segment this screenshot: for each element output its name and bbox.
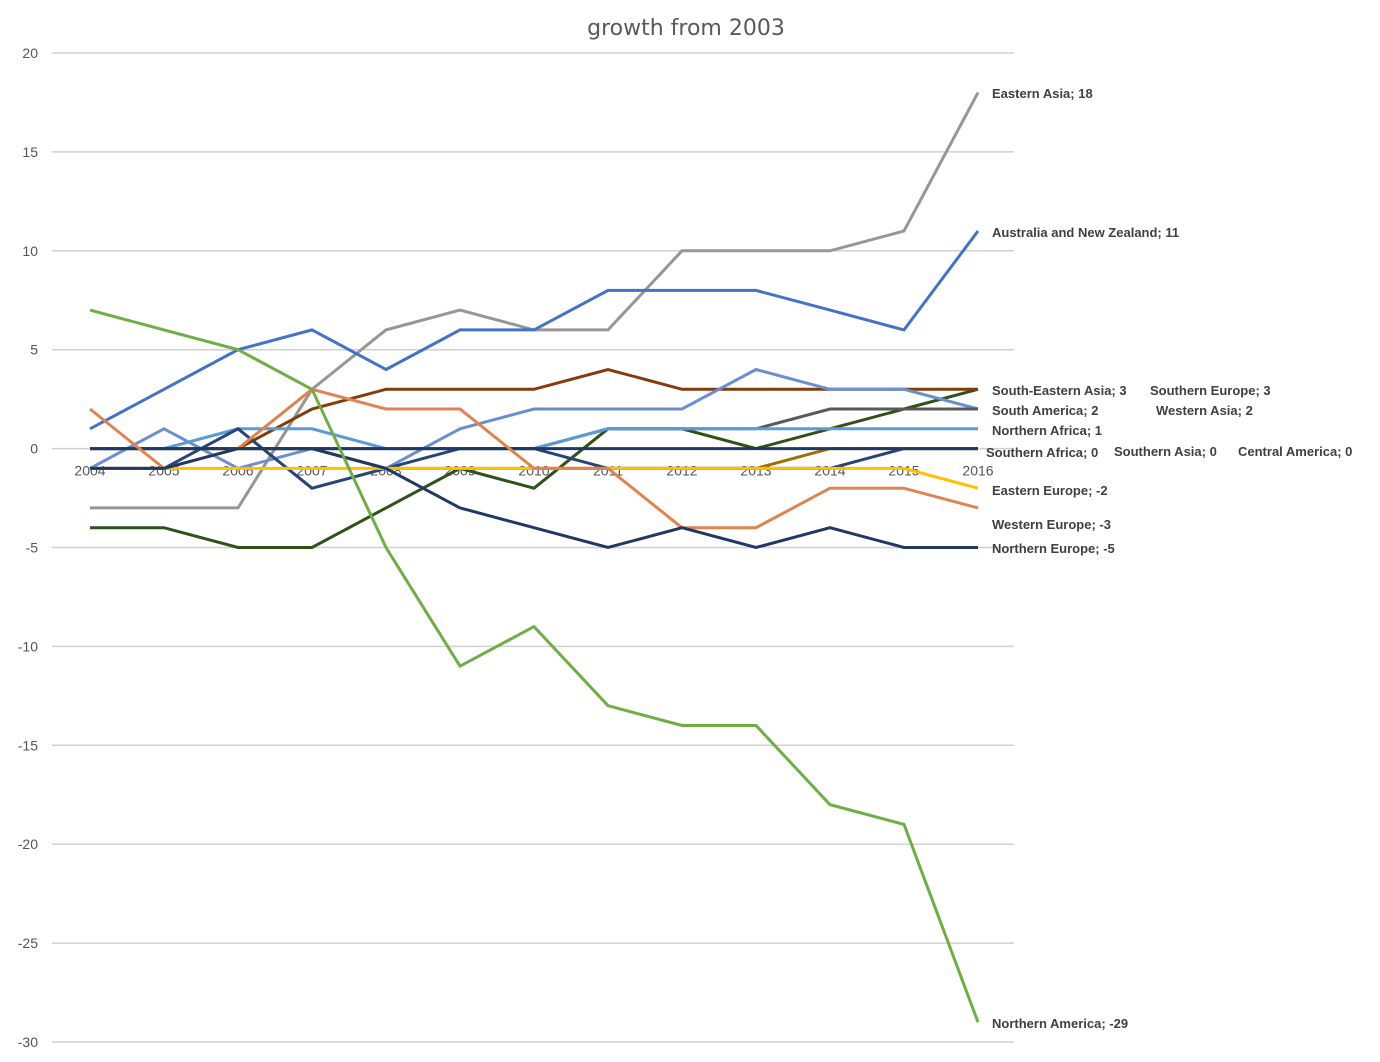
y-tick-label: 15: [22, 144, 38, 160]
x-axis-ticks: 2004 2005 2006 2007 2008 2009 2010 2011 2012 2013…: [74, 463, 993, 479]
data-label-south-eastern-asia: South-Eastern Asia; 3: [992, 383, 1127, 398]
data-label-western-europe: Western Europe; -3: [992, 517, 1111, 532]
data-label-southern-europe: Southern Europe; 3: [1150, 383, 1271, 398]
x-tick-label: 2016: [962, 463, 993, 479]
series-line-australia-and-new-zealand: [89, 230, 980, 431]
x-tick-label: 2015: [888, 463, 919, 479]
data-label-eastern-asia: Eastern Asia; 18: [992, 86, 1093, 101]
data-label-northern-africa: Northern Africa; 1: [992, 423, 1102, 438]
series-line-northern-america: [89, 308, 980, 1023]
series-lines: [89, 91, 980, 1023]
data-label-eastern-europe: Eastern Europe; -2: [992, 483, 1108, 498]
y-tick-label: -30: [18, 1034, 38, 1050]
y-tick-label: 20: [22, 45, 38, 61]
data-label-northern-europe: Northern Europe; -5: [992, 541, 1115, 556]
x-tick-label: 2012: [666, 463, 697, 479]
y-axis-ticks: 20 15 10 5 0 -5 -10 -15 -20 -25 -30: [18, 45, 38, 1050]
series-line-northern-africa: [90, 427, 978, 451]
data-label-australia-and-new-zealand: Australia and New Zealand; 11: [992, 225, 1179, 240]
data-label-southern-africa: Southern Africa; 0: [986, 445, 1098, 460]
y-tick-label: -10: [18, 638, 38, 654]
y-tick-label: 0: [30, 441, 38, 457]
chart-title: growth from 2003: [587, 16, 785, 41]
data-labels: Eastern Asia; 18 Australia and New Zealan…: [986, 86, 1352, 1031]
series-line-southern-africa: [90, 427, 978, 490]
y-tick-label: 10: [22, 243, 38, 259]
x-tick-label: 2004: [74, 463, 105, 479]
y-tick-label: -15: [18, 737, 38, 753]
series-line-eastern-asia: [90, 91, 980, 510]
x-tick-label: 2007: [296, 463, 327, 479]
y-tick-label: -25: [18, 935, 38, 951]
y-tick-label: -20: [18, 836, 38, 852]
x-tick-label: 2009: [444, 463, 475, 479]
data-label-southern-asia: Southern Asia; 0: [1114, 444, 1217, 459]
x-tick-label: 2010: [518, 463, 549, 479]
data-label-western-asia: Western Asia; 2: [1156, 403, 1253, 418]
y-tick-label: 5: [30, 342, 38, 358]
data-label-central-america: Central America; 0: [1238, 444, 1352, 459]
y-tick-label: -5: [26, 540, 39, 556]
gridlines: [52, 52, 1014, 1043]
data-label-south-america: South America; 2: [992, 403, 1098, 418]
series-line-northern-europe: [90, 447, 978, 550]
data-label-northern-america: Northern America; -29: [992, 1016, 1128, 1031]
